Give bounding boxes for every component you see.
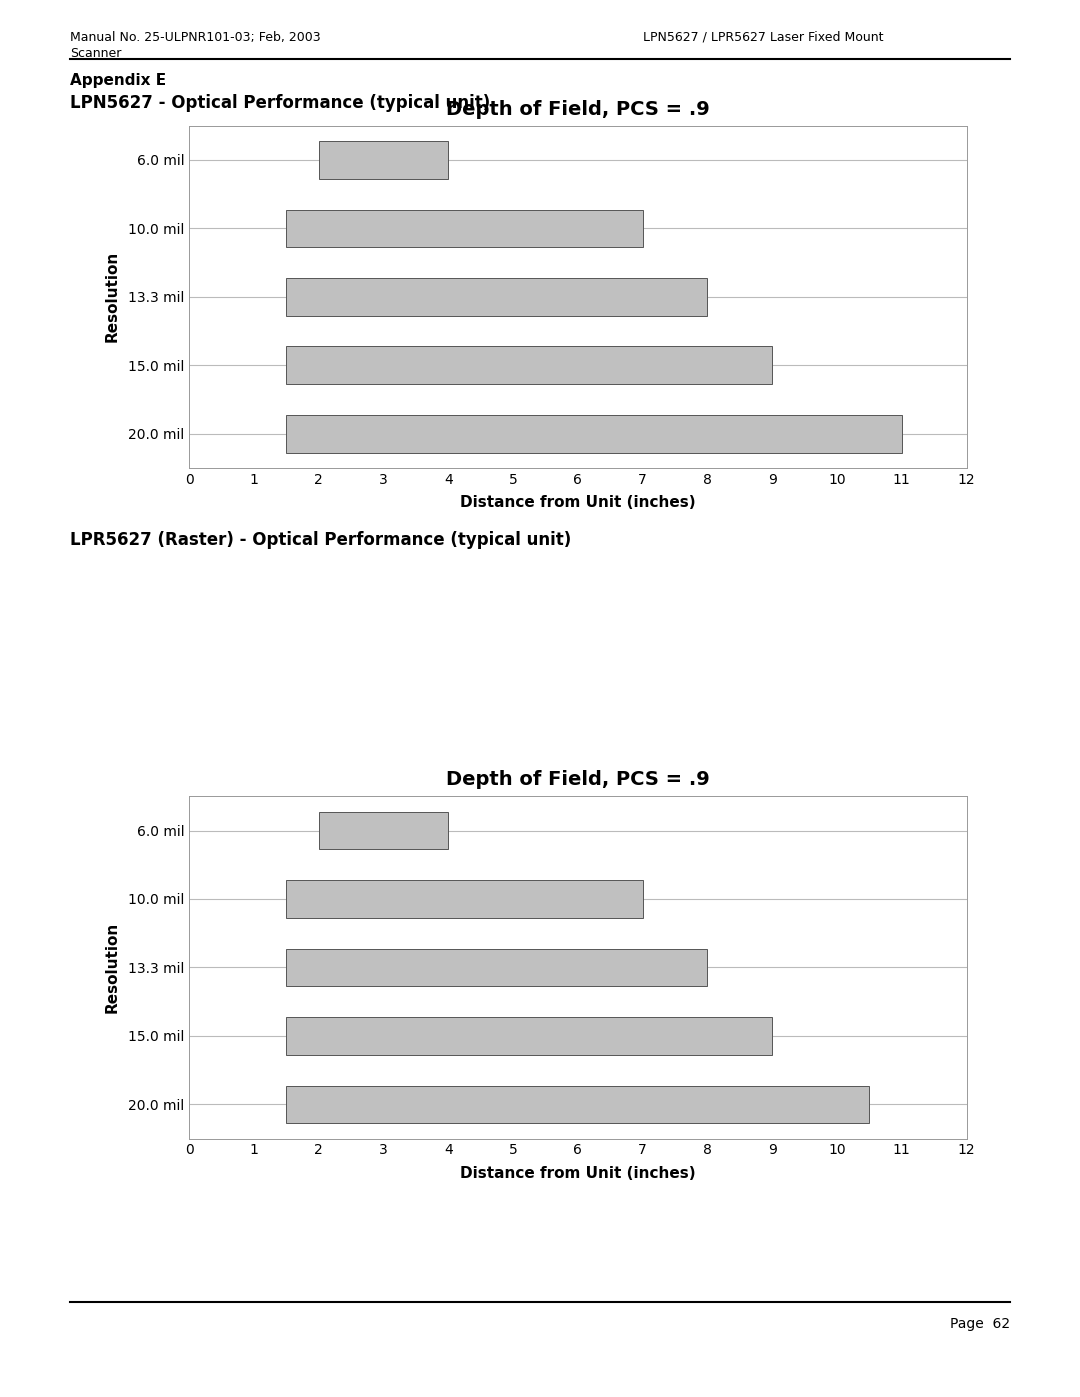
X-axis label: Distance from Unit (inches): Distance from Unit (inches): [460, 495, 696, 510]
Bar: [286, 1085, 869, 1123]
Text: Page  62: Page 62: [949, 1317, 1010, 1331]
X-axis label: Distance from Unit (inches): Distance from Unit (inches): [460, 1165, 696, 1180]
Bar: [319, 812, 448, 849]
Bar: [286, 346, 772, 384]
Text: LPR5627 (Raster) - Optical Performance (typical unit): LPR5627 (Raster) - Optical Performance (…: [70, 531, 571, 549]
Bar: [286, 1017, 772, 1055]
Y-axis label: Resolution: Resolution: [105, 251, 120, 342]
Text: LPN5627 / LPR5627 Laser Fixed Mount: LPN5627 / LPR5627 Laser Fixed Mount: [643, 31, 883, 43]
Bar: [286, 415, 902, 453]
Bar: [319, 141, 448, 179]
Y-axis label: Resolution: Resolution: [105, 922, 120, 1013]
Bar: [286, 210, 643, 247]
Text: Scanner: Scanner: [70, 47, 122, 60]
Text: Appendix E: Appendix E: [70, 73, 166, 88]
Bar: [286, 949, 707, 986]
Bar: [286, 880, 643, 918]
Title: Depth of Field, PCS = .9: Depth of Field, PCS = .9: [446, 99, 710, 119]
Text: Manual No. 25-ULPNR101-03; Feb, 2003: Manual No. 25-ULPNR101-03; Feb, 2003: [70, 31, 321, 43]
Text: LPN5627 - Optical Performance (typical unit): LPN5627 - Optical Performance (typical u…: [70, 94, 490, 112]
Bar: [286, 278, 707, 316]
Title: Depth of Field, PCS = .9: Depth of Field, PCS = .9: [446, 770, 710, 789]
